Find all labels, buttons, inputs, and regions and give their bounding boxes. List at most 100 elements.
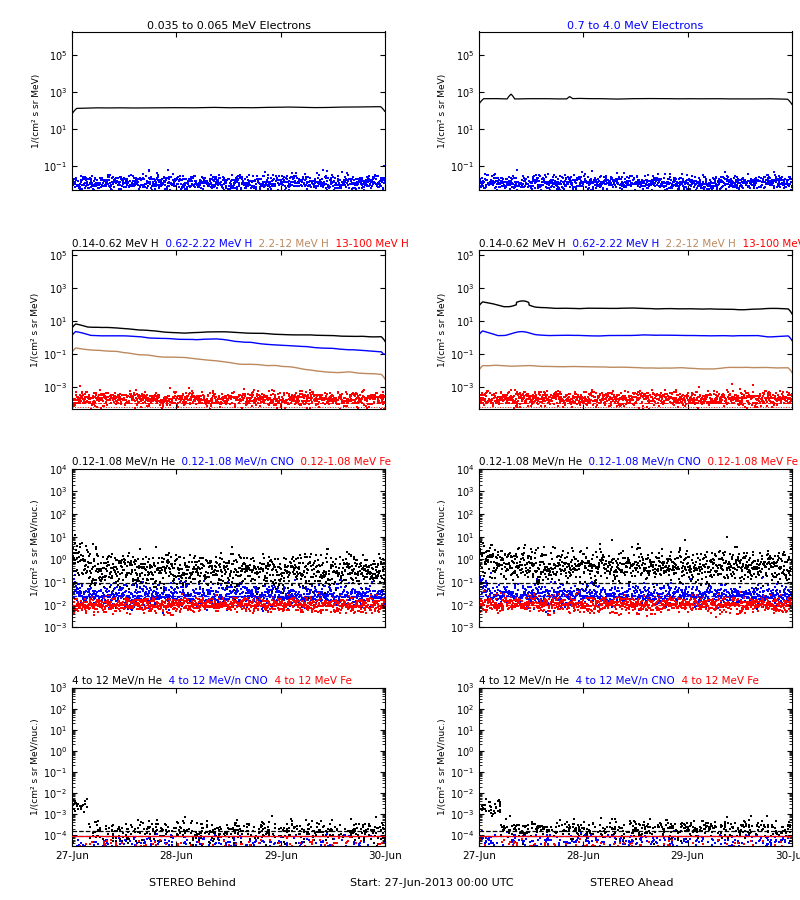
Point [526,591,539,606]
Point [92,557,105,572]
Point [592,580,605,594]
Point [529,384,542,399]
Point [80,179,93,194]
Point [266,597,279,611]
Point [122,841,134,855]
Point [586,595,598,609]
Point [265,554,278,568]
Point [522,597,535,611]
Point [83,591,96,606]
Point [186,388,198,402]
Point [712,833,725,848]
Point [72,598,85,613]
Point [688,592,701,607]
Point [747,587,760,601]
Point [735,562,748,577]
Point [669,582,682,597]
Point [104,182,117,196]
Point [699,818,712,832]
Point [251,598,264,613]
Point [122,581,135,596]
Point [250,599,262,614]
Point [83,392,96,407]
Point [541,598,554,612]
Point [673,395,686,410]
Point [98,588,110,602]
Point [502,169,515,184]
Point [210,584,223,598]
Point [203,584,216,598]
Point [374,601,386,616]
Point [229,590,242,605]
Point [588,569,601,583]
Point [669,556,682,571]
Point [779,596,792,610]
Point [348,598,361,613]
Point [629,183,642,197]
Point [550,390,562,404]
Point [495,596,508,610]
Point [245,391,258,405]
Point [559,824,572,838]
Point [753,393,766,408]
Point [192,391,205,405]
Point [312,564,325,579]
Point [139,592,152,607]
Point [354,595,366,609]
Point [783,388,796,402]
Point [625,592,638,607]
Point [346,824,358,838]
Point [645,175,658,189]
Point [145,817,158,832]
Point [604,583,617,598]
Point [592,175,605,189]
Point [278,173,290,187]
Point [526,586,538,600]
Point [656,556,669,571]
Point [516,180,529,194]
Point [526,814,539,829]
Point [367,169,380,184]
Point [310,599,323,614]
Point [318,176,330,190]
Point [135,387,148,401]
Point [330,601,343,616]
Point [201,176,214,190]
Point [304,387,317,401]
Point [182,175,194,189]
Point [708,592,721,607]
Point [273,588,286,602]
Point [658,836,670,850]
Point [297,594,310,608]
Point [530,587,542,601]
Point [704,843,717,858]
Point [688,595,701,609]
Point [208,588,221,602]
Point [266,174,278,188]
Point [187,605,200,619]
Point [762,167,775,182]
Point [641,826,654,841]
Point [354,175,366,189]
Point [162,394,174,409]
Point [113,176,126,190]
Point [534,595,547,609]
Point [693,171,706,185]
Point [362,397,374,411]
Point [250,587,263,601]
Point [76,798,89,813]
Point [248,581,261,596]
Point [266,556,279,571]
Point [650,563,663,578]
Point [711,598,724,612]
Point [608,394,621,409]
Point [517,828,530,842]
Point [164,176,177,191]
Point [144,561,157,575]
Point [310,391,323,405]
Point [281,839,294,853]
Point [542,177,555,192]
Point [555,594,568,608]
Point [506,177,519,192]
Point [590,840,603,854]
